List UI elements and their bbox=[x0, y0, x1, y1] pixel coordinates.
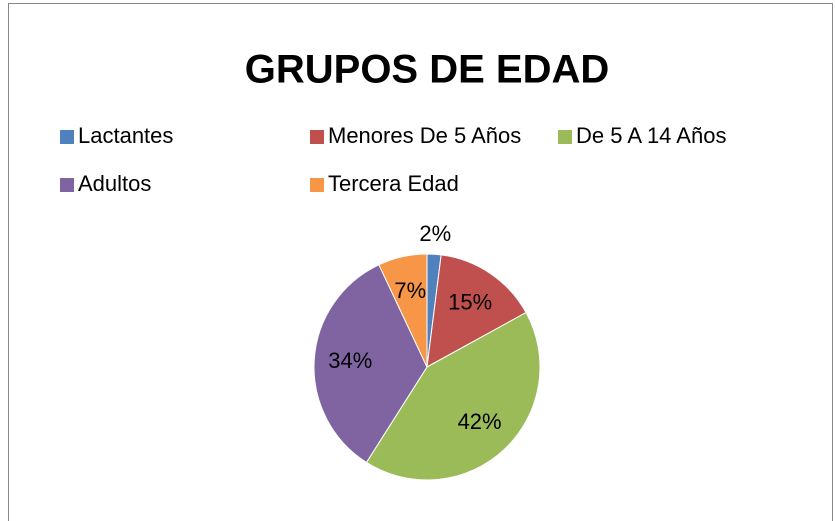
data-label: 15% bbox=[448, 289, 492, 314]
legend-swatch bbox=[60, 130, 74, 144]
pie-slice bbox=[426, 254, 527, 368]
chart-title: GRUPOS DE EDAD bbox=[245, 48, 610, 92]
legend-swatch bbox=[558, 130, 572, 144]
legend-label: Lactantes bbox=[78, 123, 173, 148]
data-label: 2% bbox=[419, 221, 451, 246]
pie-slice bbox=[313, 264, 428, 464]
pie-slice bbox=[378, 253, 428, 368]
legend-swatch bbox=[60, 178, 74, 192]
legend-swatch bbox=[310, 130, 324, 144]
legend-swatch bbox=[310, 178, 324, 192]
legend-label: Tercera Edad bbox=[328, 171, 459, 196]
legend-label: Menores De 5 Años bbox=[328, 123, 521, 148]
data-label: 34% bbox=[328, 348, 372, 373]
data-label: 7% bbox=[394, 278, 426, 303]
legend-label: Adultos bbox=[78, 171, 151, 196]
pie-slice bbox=[365, 311, 541, 481]
legend-label: De 5 A 14 Años bbox=[576, 123, 726, 148]
data-label: 42% bbox=[458, 409, 502, 434]
